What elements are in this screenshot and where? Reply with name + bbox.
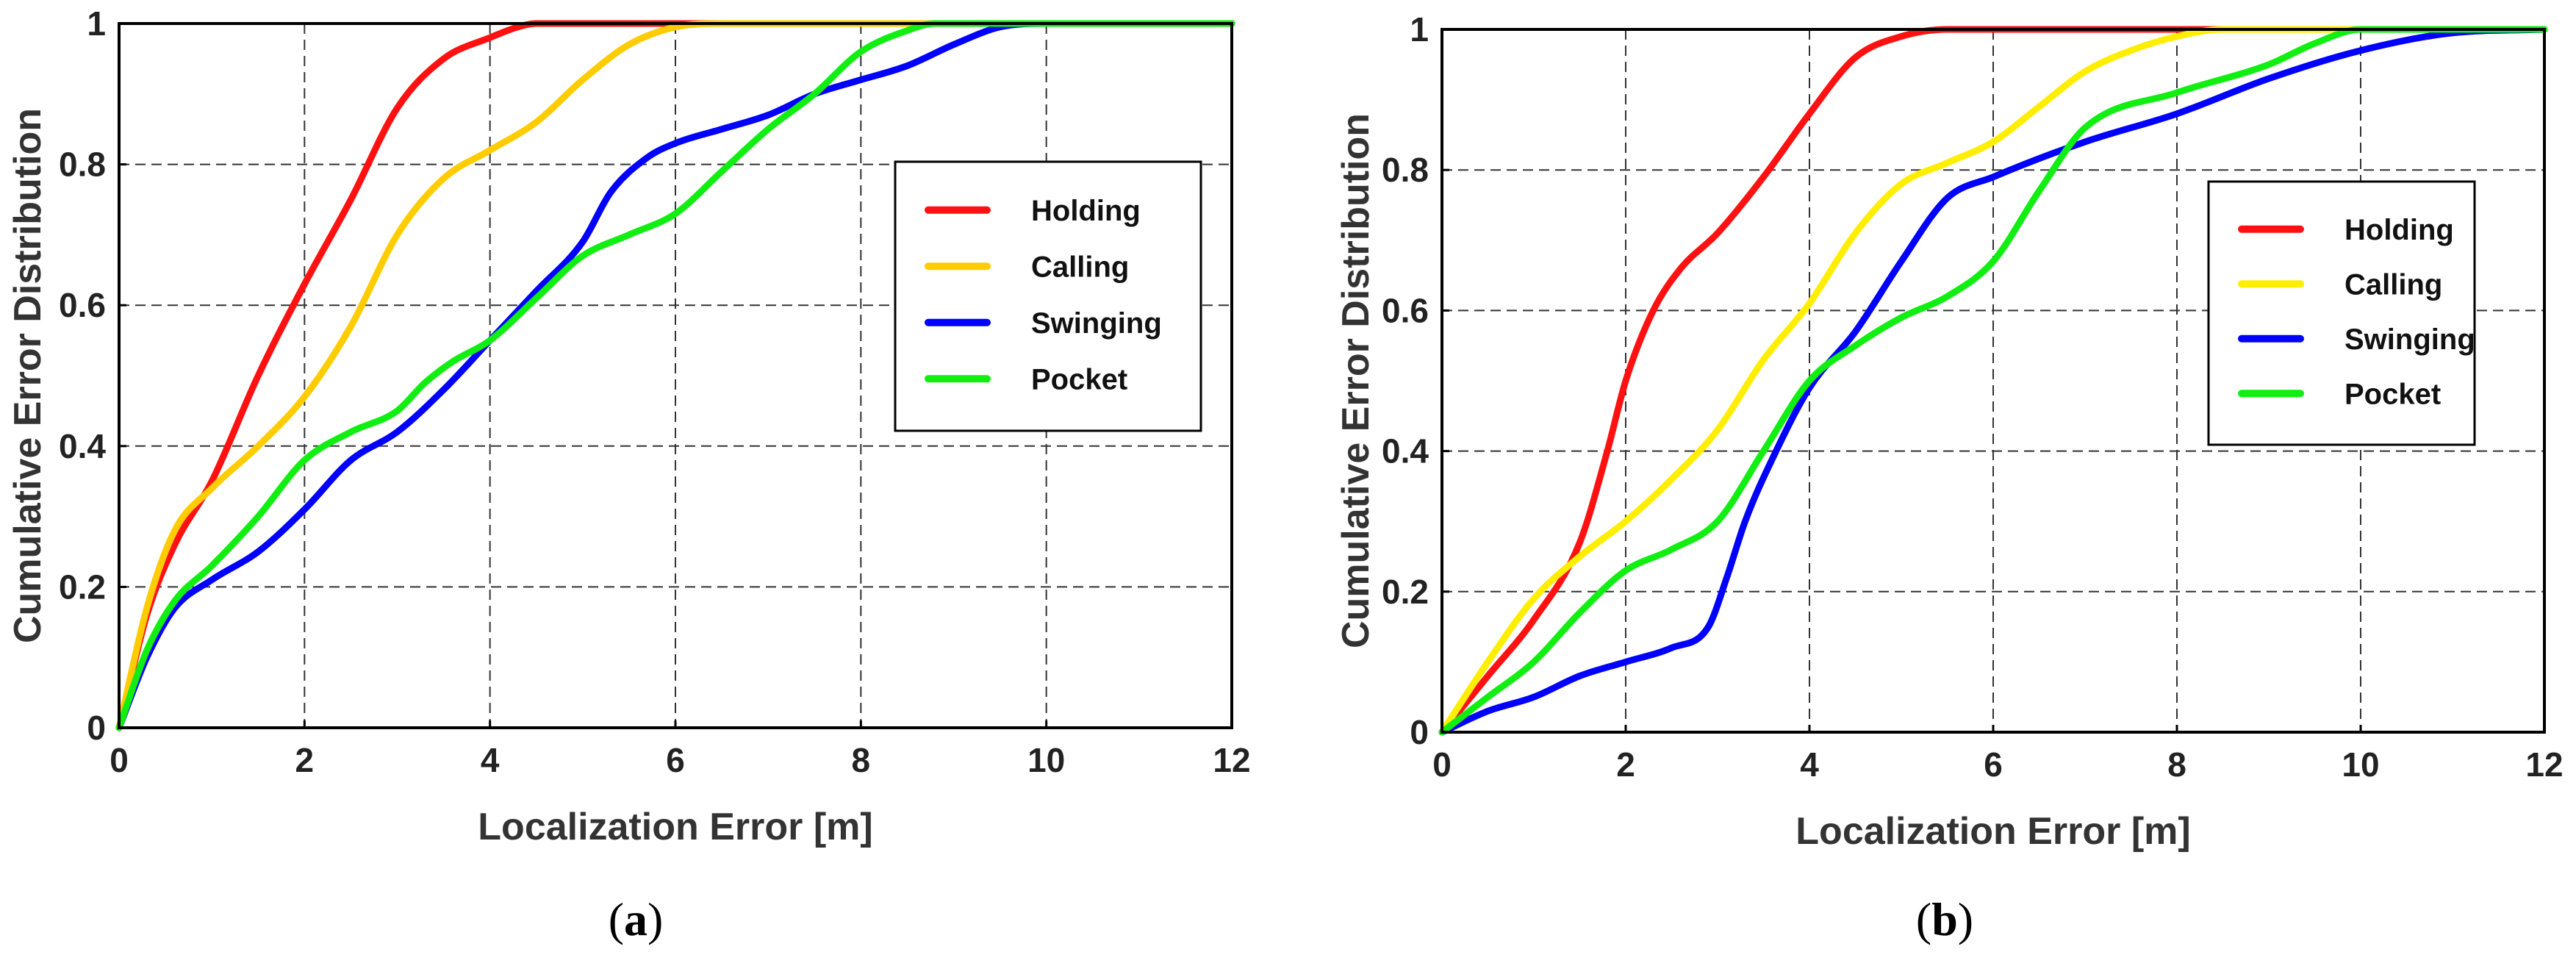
x-tick-label-b-4: 8	[2167, 745, 2186, 784]
legend-label-pocket-a: Pocket	[1031, 363, 1127, 395]
y-tick-label-b-1: 0.2	[1382, 573, 1429, 611]
caption-b: (b)	[1916, 893, 1973, 945]
legend-label-holding-b: Holding	[2344, 214, 2454, 246]
legend-label-calling-b: Calling	[2344, 268, 2442, 301]
legend-b: Holding Calling Swinging Pocket	[2207, 180, 2476, 446]
y-tick-label-b-4: 0.8	[1382, 151, 1429, 189]
caption-b-label: b	[1931, 893, 1958, 945]
panel-b: 0 2 4 6 8 10 12 0 0.2 0.4 0.6 0.8 1 Localization Err…	[1335, 10, 2564, 945]
x-tick-label-a-6: 12	[1213, 741, 1250, 779]
legend-label-swinging-a: Swinging	[1031, 307, 1162, 340]
series-line-swinging-b	[1438, 26, 2548, 736]
legend-label-swinging-b: Swinging	[2344, 323, 2475, 356]
y-tick-label-a-4: 0.8	[59, 146, 106, 184]
x-tick-label-b-2: 4	[1800, 745, 1819, 784]
legend-label-calling-a: Calling	[1031, 251, 1129, 283]
legend-label-pocket-b: Pocket	[2344, 378, 2441, 410]
x-tick-label-b-1: 2	[1616, 745, 1635, 784]
legend-label-holding-a: Holding	[1031, 195, 1141, 227]
panel-a: 0 2 4 6 8 10 12 0 0.2 0.4 0.6 0.8 1 Localization Err…	[7, 4, 1251, 945]
x-tick-label-a-5: 10	[1027, 741, 1065, 779]
x-tick-label-a-3: 6	[666, 741, 685, 779]
x-axis-label-a: Localization Error [m]	[478, 806, 872, 848]
x-axis-label-b: Localization Error [m]	[1795, 810, 2190, 853]
y-tick-label-a-2: 0.4	[59, 427, 106, 465]
x-tick-label-a-1: 2	[295, 741, 315, 779]
y-tick-label-a-3: 0.6	[59, 286, 106, 324]
caption-a: (a)	[609, 893, 664, 945]
series-line-swinging-a	[115, 20, 1235, 731]
series-line-pocket-b	[1438, 26, 2548, 736]
series-line-pocket-a	[115, 20, 1235, 731]
legend-a: Holding Calling Swinging Pocket	[894, 160, 1202, 432]
y-axis-label-b: Cumulative Error Distribution	[1335, 113, 1377, 648]
legend-box-b	[2207, 180, 2476, 446]
y-tick-label-b-5: 1	[1410, 10, 1429, 49]
x-tick-label-b-5: 10	[2342, 745, 2379, 784]
y-tick-label-b-3: 0.6	[1382, 291, 1429, 329]
x-tick-label-a-2: 4	[481, 741, 500, 779]
caption-a-label: a	[624, 893, 647, 945]
y-axis-label-a: Cumulative Error Distribution	[7, 108, 49, 643]
y-tick-label-b-0: 0	[1410, 713, 1429, 751]
x-tick-label-b-3: 6	[1984, 745, 2003, 784]
x-tick-label-b-6: 12	[2525, 745, 2563, 784]
y-tick-label-a-0: 0	[87, 709, 106, 747]
x-tick-label-a-0: 0	[110, 741, 129, 779]
y-tick-label-b-2: 0.4	[1382, 432, 1429, 470]
x-tick-label-b-0: 0	[1432, 745, 1452, 784]
series-line-calling-b	[1438, 26, 2548, 736]
y-tick-label-a-5: 1	[87, 4, 106, 43]
x-tick-label-a-4: 8	[852, 741, 871, 779]
y-tick-label-a-1: 0.2	[59, 568, 106, 606]
